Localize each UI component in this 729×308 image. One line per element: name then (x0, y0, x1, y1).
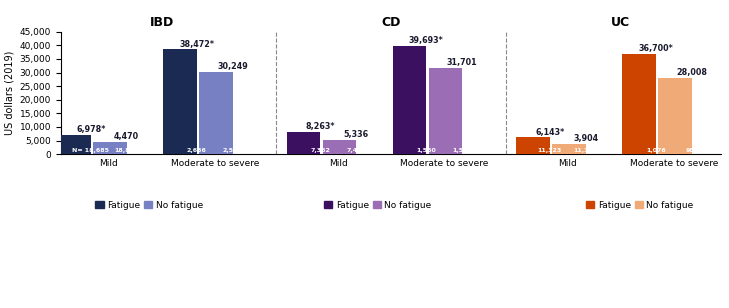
Text: 2,507: 2,507 (223, 148, 243, 153)
Text: 6,143*: 6,143* (535, 128, 564, 137)
Text: 36,700*: 36,700* (639, 44, 673, 54)
Bar (58, 135, 90, 154)
Bar (429, 68, 462, 154)
Text: 18,814: 18,814 (114, 148, 139, 153)
Text: 11,323: 11,323 (538, 148, 562, 153)
Bar (393, 46, 426, 154)
Text: 30,249: 30,249 (217, 62, 248, 71)
Text: CD: CD (381, 16, 401, 29)
Bar (323, 140, 356, 154)
Text: 11,368: 11,368 (574, 148, 598, 153)
Bar (93, 142, 127, 154)
Legend: Fatigue, No fatigue: Fatigue, No fatigue (582, 197, 697, 213)
Text: 8,263*: 8,263* (305, 122, 335, 131)
Text: 4,470: 4,470 (114, 132, 139, 141)
Text: 28,008: 28,008 (677, 68, 707, 77)
Text: 39,693*: 39,693* (409, 36, 444, 45)
Bar (163, 50, 197, 154)
Text: IBD: IBD (149, 16, 174, 29)
Bar (199, 72, 233, 154)
Text: 5,336: 5,336 (343, 130, 369, 139)
Bar (658, 78, 692, 154)
Text: 1,076: 1,076 (646, 148, 666, 153)
Text: UC: UC (611, 16, 631, 29)
Text: N= 18,685: N= 18,685 (72, 148, 109, 153)
Bar (287, 132, 320, 154)
Text: 7,446: 7,446 (346, 148, 366, 153)
Text: 2,636: 2,636 (187, 148, 206, 153)
Bar (623, 54, 656, 154)
Text: 3,904: 3,904 (573, 134, 599, 143)
Text: 7,362: 7,362 (311, 148, 330, 153)
Y-axis label: US dollars (2019): US dollars (2019) (4, 51, 14, 135)
Text: 38,472*: 38,472* (179, 40, 214, 49)
Bar (516, 137, 550, 154)
Text: 986: 986 (685, 148, 698, 153)
Text: 6,978*: 6,978* (76, 125, 106, 134)
Text: 1,560: 1,560 (452, 148, 472, 153)
Text: 1,560: 1,560 (416, 148, 436, 153)
Bar (553, 144, 585, 154)
Text: 31,701: 31,701 (447, 58, 477, 67)
